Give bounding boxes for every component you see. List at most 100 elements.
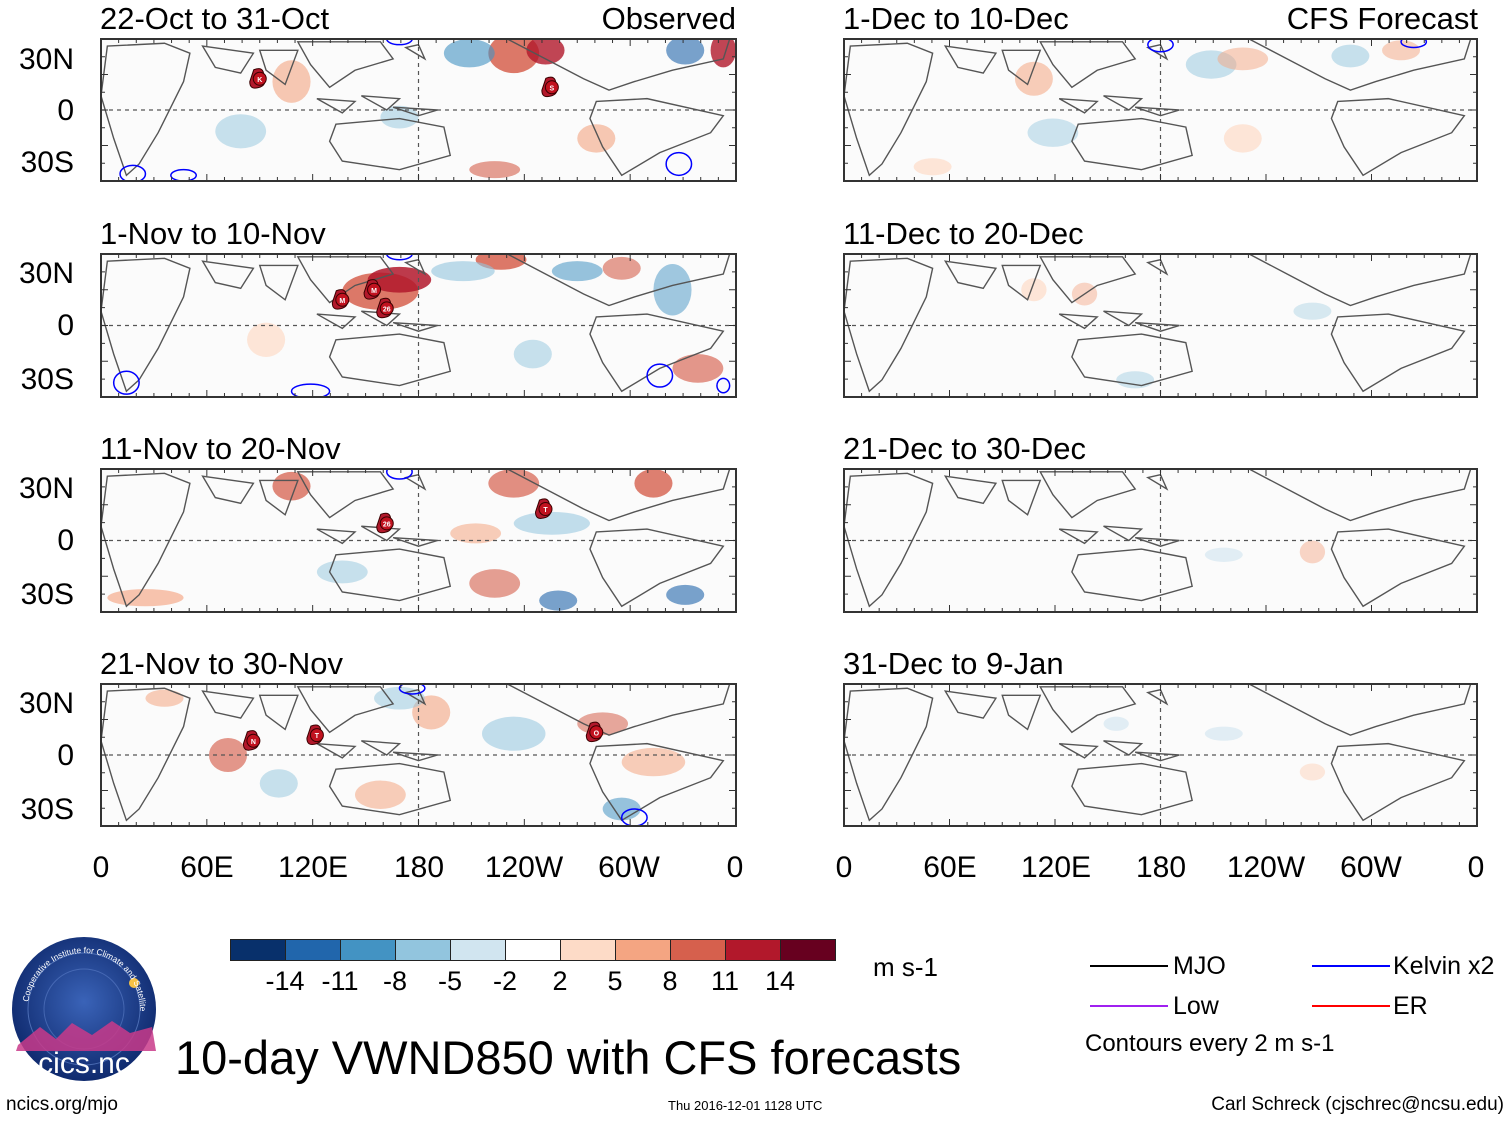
panel-title-obs-3: 11-Nov to 20-Nov (100, 431, 341, 466)
kelvin-contour (119, 164, 147, 181)
wind-anomaly (577, 124, 616, 153)
coastline (317, 96, 438, 116)
colorbar-tick: -8 (382, 966, 408, 996)
lon-label-fc-60w: 60W (1340, 851, 1402, 884)
coastline (1249, 254, 1471, 305)
lat-label-30n-1: 30N (18, 43, 74, 76)
wind-anomaly (1293, 302, 1332, 320)
legend-line-low (1090, 1005, 1168, 1007)
lat-label-30s-1: 30S (20, 146, 74, 179)
coastline (298, 687, 393, 732)
kelvin-contour (665, 151, 693, 177)
storm-marker-label: M (371, 288, 377, 295)
lat-label-30s-3: 30S (20, 578, 74, 611)
wind-anomaly (374, 686, 425, 710)
logo-text: cics.nc (38, 1047, 130, 1080)
wind-anomaly (1204, 726, 1243, 741)
coastline (844, 688, 933, 820)
wind-anomaly (1331, 44, 1370, 68)
panel-tag-forecast: CFS Forecast (1286, 1, 1478, 36)
coastline (1072, 549, 1192, 600)
lat-label-eq-1: 0 (57, 94, 74, 127)
coastline (298, 257, 393, 303)
panel-forecast-4 (843, 683, 1478, 827)
storm-marker: N (242, 730, 261, 751)
wind-anomaly (551, 261, 603, 282)
coastline (507, 39, 729, 90)
wind-anomaly (145, 689, 184, 707)
cics-logo: cics.nc Cooperative Institute for Climat… (10, 935, 156, 1081)
storm-marker: M (331, 289, 350, 310)
wind-anomaly (488, 469, 540, 498)
coastline (1148, 690, 1167, 704)
coastline (1249, 39, 1471, 90)
footer-left-link[interactable]: ncics.org/mjo (6, 1094, 118, 1115)
coastline (1040, 687, 1135, 732)
coastline (507, 469, 729, 520)
coastline (101, 43, 190, 175)
coastline (101, 258, 190, 391)
colorbar-swatch (505, 939, 561, 961)
colorbar-tick: -5 (437, 966, 463, 996)
lon-label-obs-0b: 0 (726, 851, 744, 884)
kelvin-contour (1147, 39, 1174, 53)
lat-label-30n-3: 30N (18, 472, 74, 505)
wind-anomaly (443, 39, 495, 68)
panel-observed-2: M M 26 (100, 253, 737, 398)
coastline (507, 254, 729, 305)
coastline (1040, 472, 1135, 518)
kelvin-contour (112, 370, 140, 395)
lat-label-eq-2: 0 (57, 309, 74, 342)
coastline (945, 691, 1040, 729)
lat-label-30n-2: 30N (18, 257, 74, 290)
storm-marker: 26 (376, 297, 394, 319)
wind-anomaly (1027, 118, 1079, 147)
coastline (590, 99, 723, 176)
wind-anomaly (634, 469, 673, 498)
colorbar-swatch (230, 939, 286, 961)
coastline (1249, 469, 1471, 520)
legend-label-er: ER (1393, 992, 1428, 1020)
colorbar-swatch (395, 939, 451, 961)
wind-anomaly (1299, 763, 1326, 781)
panel-observed-3: 26 T (100, 468, 737, 613)
wind-anomaly (672, 354, 724, 383)
legend-line-mjo (1090, 965, 1168, 967)
storm-marker-label: T (543, 507, 548, 514)
wind-anomaly (107, 589, 184, 607)
coastline (406, 45, 425, 59)
lon-label-obs-120e: 120E (277, 851, 349, 884)
coastline (203, 261, 298, 300)
panel-forecast-3 (843, 468, 1478, 613)
wind-anomaly (215, 114, 267, 149)
coastline (1331, 99, 1464, 176)
storm-marker-label: 26 (383, 306, 391, 313)
lon-label-fc-180: 180 (1135, 851, 1187, 884)
panel-title-obs-1: 22-Oct to 31-Oct (100, 1, 330, 36)
panel-title-obs-4: 21-Nov to 30-Nov (100, 646, 343, 681)
wind-anomaly (272, 60, 311, 103)
coastline (203, 476, 298, 515)
lon-label-fc-0b: 0 (1467, 851, 1485, 884)
wind-anomaly (1299, 540, 1326, 564)
wind-anomaly (488, 39, 540, 74)
kelvin-contour (398, 684, 426, 695)
coastline (1072, 119, 1192, 170)
colorbar-swatch (340, 939, 396, 961)
storm-marker: M (363, 279, 382, 300)
lon-label-obs-0: 0 (92, 851, 110, 884)
wind-anomaly (380, 105, 419, 129)
colorbar-tick: 8 (662, 966, 678, 996)
coastline (317, 741, 438, 761)
wind-anomaly (1223, 124, 1262, 153)
wind-anomaly (513, 339, 552, 369)
storm-marker: S (541, 76, 559, 98)
logo-sun (129, 978, 139, 988)
panel-title-fc-4: 31-Dec to 9-Jan (843, 646, 1064, 681)
colorbar-swatch (560, 939, 616, 961)
coastline (330, 764, 451, 815)
coastline (1331, 314, 1464, 391)
coastline (1072, 334, 1192, 385)
coastline (406, 260, 425, 274)
